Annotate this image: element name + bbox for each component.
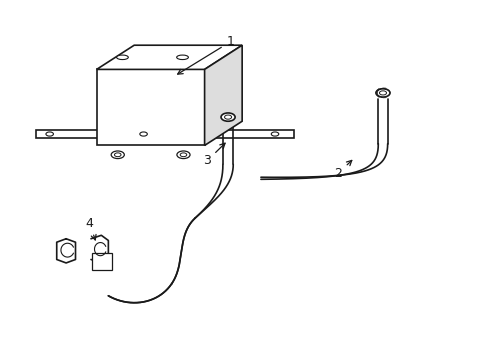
Text: 3: 3: [203, 143, 224, 167]
Ellipse shape: [176, 55, 188, 59]
Text: 1: 1: [177, 35, 234, 74]
Ellipse shape: [46, 132, 53, 136]
Ellipse shape: [116, 55, 128, 59]
Ellipse shape: [180, 153, 186, 157]
Ellipse shape: [114, 153, 121, 157]
Text: 4: 4: [85, 217, 96, 240]
Ellipse shape: [140, 132, 147, 136]
FancyBboxPatch shape: [97, 69, 204, 145]
Ellipse shape: [271, 132, 278, 136]
Text: 2: 2: [334, 161, 351, 180]
Ellipse shape: [177, 151, 190, 158]
Polygon shape: [97, 45, 242, 69]
Ellipse shape: [221, 113, 235, 121]
Ellipse shape: [375, 89, 389, 97]
FancyBboxPatch shape: [92, 253, 111, 270]
FancyBboxPatch shape: [36, 130, 293, 138]
Ellipse shape: [224, 115, 231, 119]
Ellipse shape: [111, 151, 124, 158]
Ellipse shape: [379, 91, 386, 95]
Polygon shape: [204, 45, 242, 145]
